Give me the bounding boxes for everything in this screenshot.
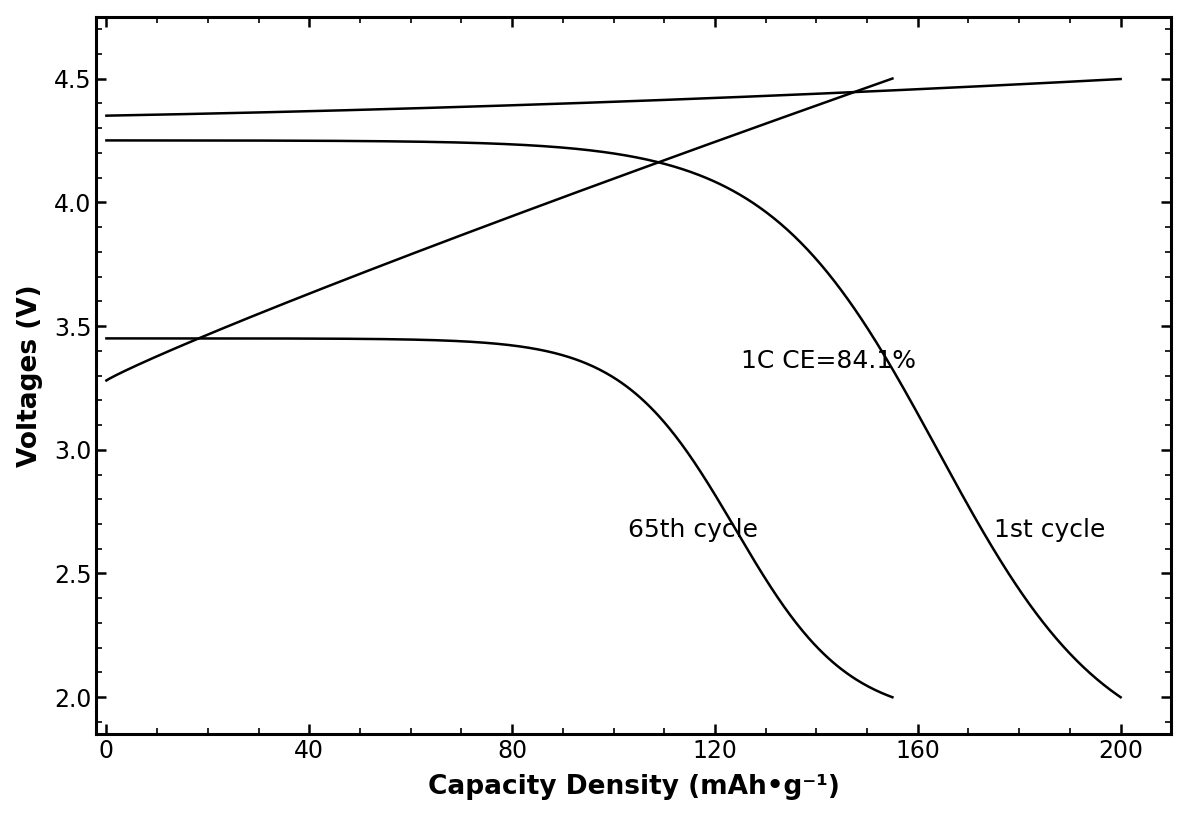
Text: 65th cycle: 65th cycle — [628, 518, 758, 542]
Text: 1st cycle: 1st cycle — [994, 518, 1105, 542]
X-axis label: Capacity Density (mAh•g⁻¹): Capacity Density (mAh•g⁻¹) — [428, 775, 840, 801]
Y-axis label: Voltages (V): Voltages (V) — [17, 284, 43, 467]
Text: 1C CE=84.1%: 1C CE=84.1% — [741, 349, 916, 373]
